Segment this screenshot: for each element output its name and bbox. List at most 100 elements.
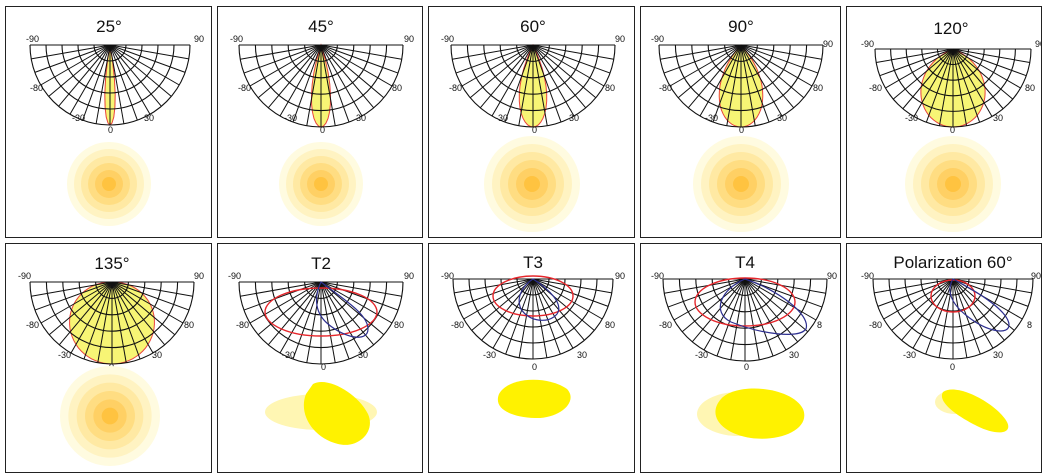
grid-spoke: [952, 278, 981, 355]
panel-t4: T4 -90 90 -80 8 -30 0 30: [640, 243, 841, 473]
polar-grid: [872, 278, 1034, 360]
grid-spoke: [518, 44, 534, 126]
label-left: -90: [441, 34, 454, 44]
label-left: -90: [861, 39, 874, 49]
panel-title: 60°: [520, 17, 546, 36]
grid-spoke: [243, 281, 322, 311]
grid-spoke: [40, 281, 113, 324]
light-spot-ring: [945, 176, 961, 192]
grid-spoke: [48, 44, 111, 97]
label-left: -90: [651, 271, 664, 281]
grid-spoke: [744, 278, 809, 333]
label-lower-left: -80: [449, 83, 462, 93]
grid-spoke: [111, 281, 127, 363]
grid-spoke: [740, 44, 822, 60]
grid-spoke: [479, 44, 534, 109]
label-bottom-right: 30: [577, 350, 587, 360]
grid-spoke: [938, 278, 954, 358]
panel-135: 135° -90 90 -80 80 -30 0 30: [5, 243, 212, 473]
polar-diagram-120: 120° -90 90 -80 80 -30 0 30: [861, 19, 1041, 232]
panel-title: T4: [735, 253, 755, 272]
label-right: 90: [404, 34, 414, 44]
label-bottom-left: -30: [905, 113, 918, 123]
grid-spoke: [292, 44, 322, 123]
grid-spoke: [744, 278, 774, 357]
grid-spoke: [109, 44, 186, 73]
label-lower-left: -80: [30, 83, 43, 93]
grid-spoke: [669, 44, 742, 87]
grid-spoke: [740, 44, 813, 87]
panel-title: 45°: [308, 17, 334, 36]
grid-spoke: [69, 44, 111, 115]
grid-spoke: [111, 281, 190, 311]
grid-spoke: [320, 44, 385, 99]
grid-spoke: [952, 278, 968, 358]
blue-curve: [315, 281, 369, 338]
panel-title: T3: [523, 253, 543, 272]
label-lower-right: 80: [813, 83, 823, 93]
label-bottom-right: 30: [358, 350, 368, 360]
grid-spoke: [912, 278, 954, 349]
label-right: 90: [404, 271, 414, 281]
label-bottom-right: 30: [144, 113, 154, 123]
grid-spoke: [716, 278, 746, 357]
grid-spoke: [712, 44, 742, 123]
grid-spoke: [532, 278, 612, 294]
grid-spoke: [660, 44, 742, 60]
grid-spoke: [34, 281, 113, 311]
grid-spoke: [34, 44, 111, 73]
grid-spoke: [240, 44, 322, 60]
grid-spoke: [481, 278, 534, 341]
grid-spoke: [744, 278, 760, 360]
panel-25: 25° -90 90 -80 -30 0 30: [5, 6, 212, 238]
label-bottom-center: 0: [950, 362, 955, 372]
polar-diagram-t4: T4 -90 90 -80 8 -30 0 30: [651, 253, 837, 439]
polar-grid: [29, 281, 195, 365]
red-curve: [694, 277, 796, 327]
grid-spoke: [532, 278, 595, 331]
light-spot: [484, 136, 580, 232]
label-bottom-center: 0: [744, 362, 749, 372]
grid-spoke: [532, 44, 605, 87]
label-lower-left: -80: [869, 83, 882, 93]
grid-spoke: [320, 281, 350, 360]
grid-spoke: [740, 44, 756, 126]
light-spot: [715, 388, 805, 439]
grid-spoke: [58, 44, 111, 107]
grid-spoke: [471, 278, 534, 331]
label-lower-left: -80: [236, 320, 249, 330]
label-lower-left: -80: [238, 83, 251, 93]
panel-60: 60° -90 90 -80 80 -30 0 30: [428, 6, 635, 238]
grid-spoke: [518, 278, 534, 358]
polar-diagram-45: 45° -90 90 -80 80 -30 0 30: [230, 17, 414, 226]
grid-spoke: [703, 278, 746, 351]
grid-spoke: [677, 44, 742, 99]
label-lower-right: 80: [184, 320, 194, 330]
grid-spoke: [532, 44, 611, 74]
grid-spoke: [491, 44, 534, 117]
label-bottom-right: 30: [569, 113, 579, 123]
polar-diagram-25: 25° -90 90 -80 -30 0 30: [26, 17, 204, 226]
polar-grid: [874, 48, 1032, 128]
label-bottom-right: 30: [993, 350, 1003, 360]
light-spot: [497, 379, 571, 419]
grid-spoke: [109, 44, 125, 124]
grid-spoke: [111, 281, 193, 297]
light-spot: [67, 142, 151, 226]
grid-spoke: [240, 281, 322, 297]
label-bottom-center: 0: [108, 125, 113, 135]
polar-diagram-60: 60° -90 90 -80 80 -30 0 30: [441, 17, 625, 232]
grid-spoke: [505, 278, 534, 355]
grid-spoke: [267, 281, 322, 346]
grid-spoke: [111, 281, 154, 354]
grid-spoke: [730, 278, 746, 360]
grid-spoke: [663, 44, 742, 74]
light-spot: [941, 389, 1009, 433]
light-spot: [303, 382, 370, 445]
light-spot: [905, 136, 1001, 232]
label-lower-left: -80: [26, 320, 39, 330]
grid-spoke: [952, 48, 1014, 100]
grid-spoke: [455, 44, 534, 74]
panel-45: 45° -90 90 -80 80 -30 0 30: [217, 6, 423, 238]
label-left: -90: [861, 271, 874, 281]
